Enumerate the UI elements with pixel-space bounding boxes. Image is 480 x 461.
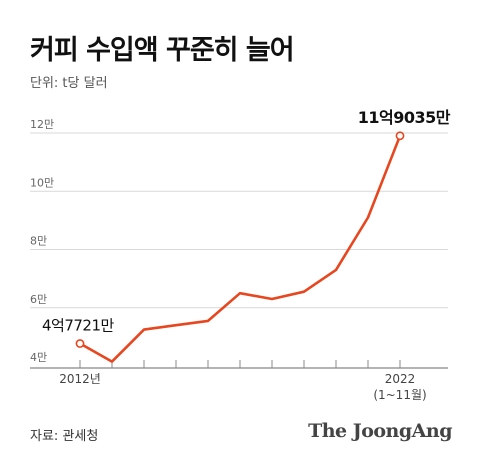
data-label: 11억9035만	[358, 108, 451, 127]
endpoint-marker	[75, 339, 85, 348]
y-tick-label: 4만	[30, 351, 47, 364]
source-note: 자료: 관세청	[30, 429, 99, 444]
y-tick-label: 12만	[30, 118, 54, 131]
series-line	[78, 134, 402, 363]
x-tick-label: 2022	[385, 372, 416, 386]
brand-logo: The JoongAng	[308, 420, 452, 442]
y-tick-label: 8만	[30, 235, 47, 248]
endpoint-marker	[395, 131, 405, 141]
y-tick-label: 10만	[30, 176, 54, 189]
chart-title: 커피 수입액 꾸준히 늘어	[30, 35, 295, 66]
x-tick-label: 2012년	[59, 372, 101, 386]
data-label: 4억7721만	[42, 317, 115, 335]
x-tick-label: (1~11월)	[373, 388, 426, 402]
unit-label: 단위: t당 달러	[30, 76, 108, 91]
y-tick-label: 6만	[30, 293, 47, 306]
